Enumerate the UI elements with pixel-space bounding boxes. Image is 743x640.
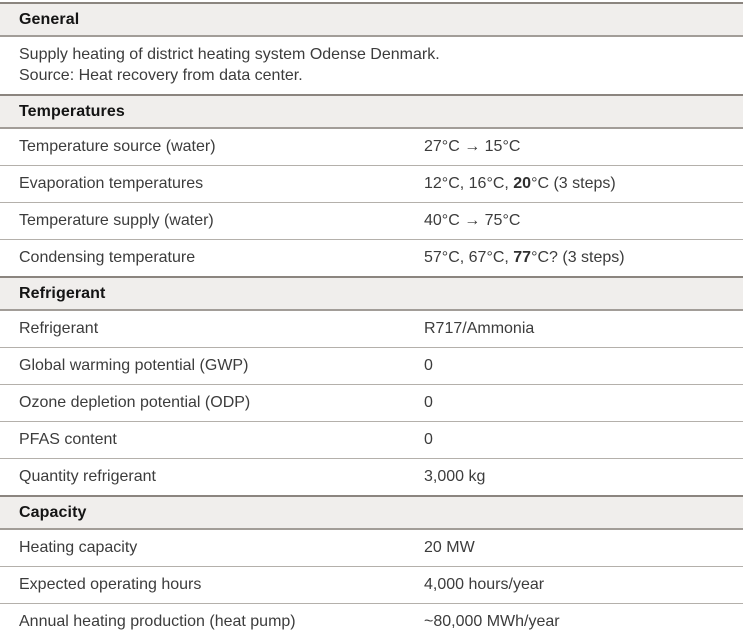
row-label: Annual heating production (heat pump) bbox=[19, 613, 296, 630]
row-value: 3,000 kg bbox=[424, 468, 486, 485]
row-value: 27°C → 15°C bbox=[424, 138, 521, 155]
table-row-gwp: Global warming potential (GWP) 0 bbox=[0, 348, 743, 385]
section-title-capacity: Capacity bbox=[19, 503, 87, 521]
refrigerant-rows: Refrigerant R717/Ammonia Global warming … bbox=[0, 311, 743, 495]
table-row-temperature-source: Temperature source (water) 27°C → 15°C bbox=[0, 129, 743, 166]
section-general: General Supply heating of district heati… bbox=[0, 2, 743, 94]
table-row-expected-operating-hours: Expected operating hours 4,000 hours/yea… bbox=[0, 567, 743, 604]
row-label: Temperature source (water) bbox=[19, 138, 216, 155]
section-header-capacity: Capacity bbox=[0, 495, 743, 530]
row-value: 0 bbox=[424, 357, 433, 374]
description-line-1: Supply heating of district heating syste… bbox=[19, 46, 440, 63]
section-title-temperatures: Temperatures bbox=[19, 102, 125, 120]
section-title-refrigerant: Refrigerant bbox=[19, 284, 106, 302]
row-value: ~80,000 MWh/year bbox=[424, 613, 560, 630]
table-row-evaporation-temperatures: Evaporation temperatures 12°C, 16°C, 20°… bbox=[0, 166, 743, 203]
table-row-odp: Ozone depletion potential (ODP) 0 bbox=[0, 385, 743, 422]
row-label: Ozone depletion potential (ODP) bbox=[19, 394, 251, 411]
section-header-refrigerant: Refrigerant bbox=[0, 276, 743, 311]
row-value: 4,000 hours/year bbox=[424, 576, 545, 593]
row-value: 0 bbox=[424, 431, 433, 448]
section-refrigerant: Refrigerant Refrigerant R717/Ammonia Glo… bbox=[0, 276, 743, 495]
row-value: 20 MW bbox=[424, 539, 475, 556]
row-label: PFAS content bbox=[19, 431, 117, 448]
section-header-temperatures: Temperatures bbox=[0, 94, 743, 129]
general-description: Supply heating of district heating syste… bbox=[0, 37, 743, 94]
row-label: Temperature supply (water) bbox=[19, 212, 214, 229]
row-label: Global warming potential (GWP) bbox=[19, 357, 249, 374]
table-row-temperature-supply: Temperature supply (water) 40°C → 75°C bbox=[0, 203, 743, 240]
capacity-rows: Heating capacity 20 MW Expected operatin… bbox=[0, 530, 743, 640]
row-value: R717/Ammonia bbox=[424, 320, 535, 337]
table-row-annual-heating-production: Annual heating production (heat pump) ~8… bbox=[0, 604, 743, 640]
section-title-general: General bbox=[19, 10, 80, 28]
row-value: 40°C → 75°C bbox=[424, 212, 521, 229]
description-line-2: Source: Heat recovery from data center. bbox=[19, 67, 303, 84]
row-label: Condensing temperature bbox=[19, 249, 196, 266]
table-row-pfas-content: PFAS content 0 bbox=[0, 422, 743, 459]
section-header-general: General bbox=[0, 2, 743, 37]
row-label: Expected operating hours bbox=[19, 576, 202, 593]
row-label: Evaporation temperatures bbox=[19, 175, 204, 192]
table-row-quantity-refrigerant: Quantity refrigerant 3,000 kg bbox=[0, 459, 743, 495]
table-row-refrigerant: Refrigerant R717/Ammonia bbox=[0, 311, 743, 348]
row-value: 57°C, 67°C, 77°C? (3 steps) bbox=[424, 249, 625, 266]
table-row-heating-capacity: Heating capacity 20 MW bbox=[0, 530, 743, 567]
table-row-condensing-temperature: Condensing temperature 57°C, 67°C, 77°C?… bbox=[0, 240, 743, 276]
temperatures-rows: Temperature source (water) 27°C → 15°C E… bbox=[0, 129, 743, 276]
row-label: Quantity refrigerant bbox=[19, 468, 156, 485]
row-value: 12°C, 16°C, 20°C (3 steps) bbox=[424, 175, 616, 192]
section-temperatures: Temperatures Temperature source (water) … bbox=[0, 94, 743, 276]
row-label: Refrigerant bbox=[19, 320, 99, 337]
row-label: Heating capacity bbox=[19, 539, 138, 556]
row-value: 0 bbox=[424, 394, 433, 411]
section-capacity: Capacity Heating capacity 20 MW Expected… bbox=[0, 495, 743, 640]
